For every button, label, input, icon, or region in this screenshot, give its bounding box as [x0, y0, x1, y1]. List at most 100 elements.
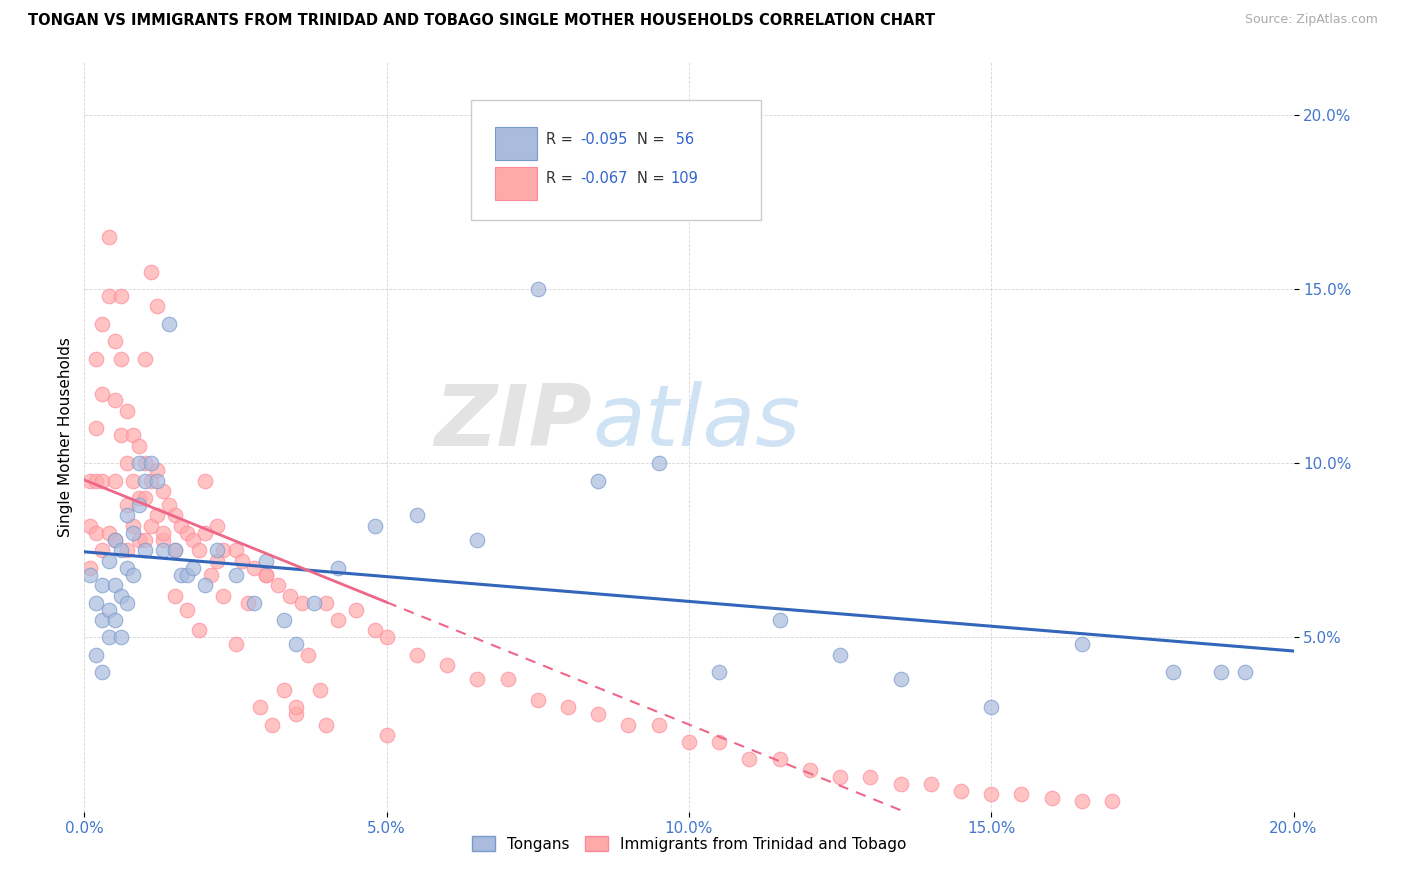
- Point: [315, 596, 337, 610]
- Point: [152, 484, 174, 499]
- Point: [91, 474, 114, 488]
- Point: [648, 456, 671, 470]
- Point: [207, 519, 229, 533]
- Point: [363, 519, 385, 533]
- Point: [346, 602, 368, 616]
- Point: [134, 474, 156, 488]
- Point: [134, 533, 156, 547]
- Point: [1234, 665, 1257, 680]
- Point: [830, 770, 852, 784]
- Point: [86, 525, 108, 540]
- Point: [769, 752, 792, 766]
- Point: [91, 317, 114, 331]
- Point: [328, 613, 350, 627]
- Point: [302, 596, 325, 610]
- Point: [104, 533, 127, 547]
- Point: [242, 561, 264, 575]
- Point: [212, 589, 235, 603]
- Point: [86, 421, 108, 435]
- Point: [157, 498, 180, 512]
- Point: [110, 428, 132, 442]
- Point: [285, 707, 308, 722]
- Point: [97, 525, 120, 540]
- Point: [648, 717, 671, 731]
- Point: [152, 533, 174, 547]
- Point: [86, 351, 108, 366]
- Point: [170, 567, 193, 582]
- Point: [194, 578, 217, 592]
- Y-axis label: Single Mother Households: Single Mother Households: [58, 337, 73, 537]
- Point: [121, 525, 143, 540]
- Point: [176, 525, 198, 540]
- Point: [254, 567, 277, 582]
- Point: [128, 456, 150, 470]
- Text: 56: 56: [671, 132, 695, 147]
- Point: [375, 631, 398, 645]
- Point: [104, 474, 127, 488]
- Point: [588, 474, 610, 488]
- Point: [146, 299, 169, 313]
- Point: [165, 543, 187, 558]
- Point: [115, 404, 138, 418]
- Point: [139, 456, 162, 470]
- Point: [104, 533, 127, 547]
- Point: [267, 578, 290, 592]
- Point: [79, 519, 101, 533]
- Text: Source: ZipAtlas.com: Source: ZipAtlas.com: [1244, 13, 1378, 27]
- Point: [249, 700, 271, 714]
- Point: [170, 519, 193, 533]
- Point: [110, 351, 132, 366]
- Point: [181, 533, 204, 547]
- Point: [134, 543, 156, 558]
- Point: [291, 596, 314, 610]
- FancyBboxPatch shape: [495, 127, 537, 160]
- Point: [225, 543, 247, 558]
- Point: [97, 289, 120, 303]
- Point: [165, 543, 187, 558]
- Point: [242, 596, 264, 610]
- Point: [79, 474, 101, 488]
- Text: TONGAN VS IMMIGRANTS FROM TRINIDAD AND TOBAGO SINGLE MOTHER HOUSEHOLDS CORRELATI: TONGAN VS IMMIGRANTS FROM TRINIDAD AND T…: [28, 13, 935, 29]
- Point: [467, 673, 489, 687]
- Point: [86, 648, 108, 662]
- Point: [278, 589, 301, 603]
- Text: N =: N =: [637, 132, 669, 147]
- Point: [104, 613, 127, 627]
- Text: 109: 109: [671, 171, 699, 186]
- Point: [115, 561, 138, 575]
- Point: [176, 602, 198, 616]
- Point: [738, 752, 761, 766]
- Point: [315, 717, 337, 731]
- Point: [104, 393, 127, 408]
- Point: [115, 508, 138, 523]
- Point: [1209, 665, 1232, 680]
- Point: [115, 596, 138, 610]
- Point: [496, 673, 519, 687]
- Point: [890, 777, 912, 791]
- Point: [285, 637, 308, 651]
- Point: [91, 386, 114, 401]
- Point: [406, 508, 429, 523]
- Point: [890, 673, 912, 687]
- Point: [146, 463, 169, 477]
- Point: [225, 637, 247, 651]
- Point: [1101, 794, 1123, 808]
- Point: [297, 648, 319, 662]
- Point: [225, 567, 247, 582]
- Point: [254, 554, 277, 568]
- Point: [212, 543, 235, 558]
- Point: [165, 589, 187, 603]
- Point: [110, 543, 132, 558]
- Point: [128, 491, 150, 505]
- Point: [1011, 787, 1033, 801]
- Point: [207, 543, 229, 558]
- Point: [285, 700, 308, 714]
- Point: [134, 456, 156, 470]
- Text: -0.095: -0.095: [581, 132, 627, 147]
- Point: [91, 665, 114, 680]
- Point: [588, 707, 610, 722]
- Point: [115, 543, 138, 558]
- Point: [128, 498, 150, 512]
- Point: [121, 428, 143, 442]
- Point: [1071, 637, 1094, 651]
